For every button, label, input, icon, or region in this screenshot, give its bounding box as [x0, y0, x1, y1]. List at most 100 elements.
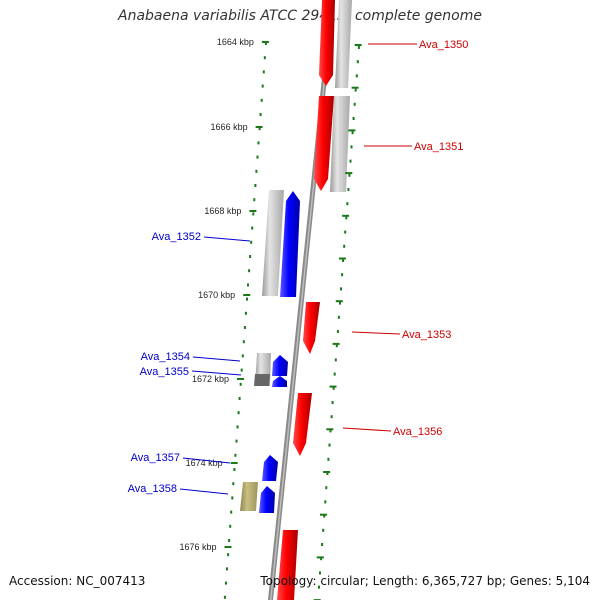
- right-minor-tick: [354, 88, 357, 92]
- ruler-minor-tick: [226, 567, 228, 571]
- ruler-major-tick: [243, 294, 251, 296]
- ruler-minor-tick: [228, 539, 231, 542]
- gene-label-ava-1355[interactable]: Ava_1355: [140, 366, 242, 378]
- gene-labels: Ava_1350 Ava_1351 Ava_1352 Ava_1353 Ava_…: [128, 39, 469, 495]
- ruler-minor-tick: [251, 226, 254, 230]
- right-minor-tick: [330, 415, 333, 419]
- ruler-minor-tick: [231, 496, 234, 500]
- right-minor-tick: [343, 244, 346, 248]
- ruler-labels: 1664 kbp 1666 kbp 1668 kbp 1670 kbp 1672 kbp…: [179, 37, 253, 552]
- ruler-minor-tick: [229, 524, 232, 528]
- gene-arrow-ava-1354[interactable]: [272, 355, 288, 376]
- right-minor-tick: [335, 344, 338, 348]
- ruler-label: 1672 kbp: [192, 374, 229, 384]
- ruler-minor-tick: [252, 212, 255, 216]
- right-minor-tick: [336, 330, 339, 333]
- right-minor-tick: [323, 514, 326, 518]
- svg-text:Ava_1355: Ava_1355: [140, 366, 189, 378]
- right-minor-tick: [340, 287, 342, 291]
- right-major-tick: [320, 513, 327, 516]
- ruler-minor-tick: [244, 311, 247, 315]
- right-minor-tick: [355, 74, 358, 78]
- ruler-ticks: [223, 41, 269, 599]
- gene-label-ava-1350[interactable]: Ava_1350: [368, 39, 468, 51]
- ruler-minor-tick: [236, 425, 239, 429]
- gene-label-ava-1351[interactable]: Ava_1351: [364, 141, 463, 153]
- right-minor-tick: [319, 571, 321, 575]
- gene-arrow-ava-1356[interactable]: [293, 393, 312, 456]
- ruler-minor-tick: [233, 468, 236, 471]
- right-minor-tick: [325, 486, 328, 490]
- ruler-major-tick: [261, 41, 269, 43]
- ruler-minor-tick: [256, 155, 259, 159]
- ruler-minor-tick: [255, 169, 258, 173]
- gene-arrow-ava-1350[interactable]: [319, 0, 335, 86]
- ruler-minor-tick: [227, 553, 230, 557]
- right-minor-tick: [342, 259, 345, 262]
- ruler-minor-tick: [254, 184, 257, 187]
- svg-text:Ava_1357: Ava_1357: [131, 452, 180, 464]
- ruler-label: 1670 kbp: [198, 290, 235, 300]
- ruler-label: 1674 kbp: [186, 458, 223, 468]
- gene-arrow-ava-1352[interactable]: [280, 191, 300, 297]
- svg-text:Ava_1352: Ava_1352: [152, 231, 201, 243]
- ruler-minor-tick: [234, 453, 237, 457]
- right-minor-tick: [357, 46, 360, 49]
- ruler-minor-tick: [235, 439, 238, 443]
- right-major-tick: [323, 471, 331, 473]
- right-major-tick: [335, 300, 343, 303]
- gene-arrow-ava-1351[interactable]: [314, 96, 334, 191]
- right-minor-tick: [331, 401, 334, 404]
- gene-arrow-unlabeled-forward[interactable]: [277, 530, 298, 600]
- gene-label-ava-1352[interactable]: Ava_1352: [152, 231, 251, 243]
- right-major-tick: [351, 86, 359, 89]
- page-title: Anabaena variabilis ATCC 29413, complete…: [118, 8, 482, 24]
- ruler-label: 1666 kbp: [211, 122, 248, 132]
- right-minor-tick: [339, 301, 341, 305]
- right-minor-tick: [324, 500, 327, 504]
- ruler-minor-tick: [259, 113, 262, 116]
- gene-arrow-ava-1355[interactable]: [272, 376, 287, 387]
- ruler-label: 1676 kbp: [179, 542, 216, 552]
- right-minor-tick: [350, 145, 353, 149]
- gene-label-ava-1356[interactable]: Ava_1356: [342, 426, 442, 438]
- right-minor-tick: [352, 117, 355, 120]
- gene-arrow-ava-1353[interactable]: [303, 302, 320, 354]
- ruler-minor-tick: [257, 141, 260, 145]
- right-major-tick: [345, 172, 353, 175]
- ruler-major-tick: [249, 210, 257, 212]
- right-minor-tick: [326, 472, 329, 475]
- gene-arrow-ava-1357[interactable]: [262, 455, 278, 481]
- footer-accession: Accession: NC_007413: [9, 574, 146, 588]
- ruler-minor-tick: [258, 127, 261, 131]
- gene-label-ava-1358[interactable]: Ava_1358: [128, 483, 229, 495]
- gene-arrow-ava-1358[interactable]: [259, 486, 275, 513]
- right-minor-tick: [337, 315, 340, 319]
- svg-text:Ava_1350: Ava_1350: [419, 39, 468, 51]
- ruler-minor-tick: [223, 595, 226, 599]
- gene-label-ava-1354[interactable]: Ava_1354: [141, 351, 241, 363]
- gene-label-ava-1353[interactable]: Ava_1353: [351, 329, 451, 341]
- ruler-minor-tick: [243, 326, 246, 329]
- right-minor-tick: [347, 188, 350, 191]
- ruler-label: 1668 kbp: [204, 206, 241, 216]
- ruler-minor-tick: [237, 411, 240, 415]
- right-minor-tick: [348, 173, 351, 177]
- right-major-tick: [342, 214, 350, 217]
- right-minor-tick: [351, 131, 354, 135]
- right-minor-tick: [349, 159, 352, 163]
- ruler-major-tick: [230, 462, 238, 464]
- ruler-minor-tick: [262, 70, 265, 74]
- gene-label-ava-1357[interactable]: Ava_1357: [131, 452, 231, 464]
- ruler-minor-tick: [261, 84, 264, 88]
- right-dotted-ticks: [313, 44, 362, 600]
- footer-stats: Topology: circular; Length: 6,365,727 bp…: [260, 574, 590, 588]
- svg-text:Ava_1358: Ava_1358: [128, 483, 177, 495]
- right-minor-tick: [329, 429, 332, 433]
- ruler-minor-tick: [263, 56, 266, 60]
- ruler-minor-tick: [260, 98, 263, 102]
- right-minor-tick: [320, 557, 323, 561]
- right-major-tick: [326, 428, 334, 431]
- ruler-major-tick: [237, 378, 244, 380]
